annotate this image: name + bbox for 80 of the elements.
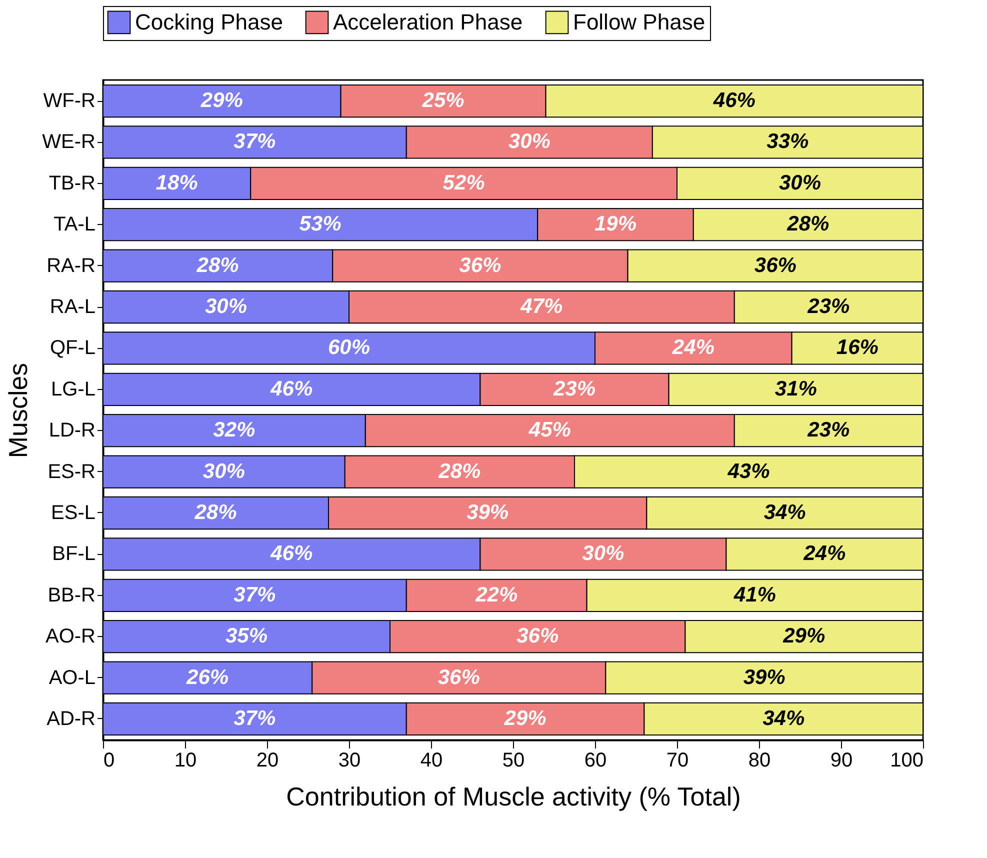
x-tick-label: 20 xyxy=(256,750,279,772)
data-label: 31% xyxy=(774,377,818,400)
data-label: 23% xyxy=(806,295,850,318)
data-label: 18% xyxy=(156,171,198,194)
x-tick-label: 10 xyxy=(174,750,197,772)
data-label: 34% xyxy=(764,500,806,524)
data-label: 30% xyxy=(202,460,246,483)
data-label: 23% xyxy=(552,377,596,400)
data-label: 60% xyxy=(328,336,370,360)
y-tick-label: ES-L xyxy=(51,502,96,524)
x-tick-label: 30 xyxy=(338,750,361,772)
data-label: 29% xyxy=(503,706,547,730)
data-label: 16% xyxy=(836,336,879,360)
y-tick-label: ES-R xyxy=(48,460,96,483)
y-tick-label: WF-R xyxy=(43,90,96,112)
data-label: 47% xyxy=(520,295,564,318)
data-label: 32% xyxy=(213,418,256,442)
data-label: 36% xyxy=(459,254,502,277)
y-tick-label: RA-L xyxy=(50,296,96,318)
data-label: 36% xyxy=(438,666,480,689)
y-tick-label: AO-L xyxy=(48,666,96,689)
data-label: 43% xyxy=(726,460,770,483)
y-tick-label: AO-R xyxy=(46,626,96,648)
x-tick-label: 70 xyxy=(666,750,689,772)
x-tick-label: 80 xyxy=(748,750,771,772)
x-tick-label: 40 xyxy=(420,750,443,772)
data-label: 41% xyxy=(732,583,776,606)
data-label: 24% xyxy=(802,542,846,566)
data-label: 46% xyxy=(712,89,756,112)
data-label: 37% xyxy=(234,130,276,154)
y-tick-label: BB-R xyxy=(48,584,96,606)
data-label: 28% xyxy=(438,460,482,483)
data-label: 52% xyxy=(442,171,486,194)
x-tick-label: 60 xyxy=(584,750,607,772)
data-label: 24% xyxy=(671,336,715,360)
data-label: 46% xyxy=(270,377,313,400)
data-label: 39% xyxy=(466,500,509,524)
data-label: 25% xyxy=(421,89,465,112)
data-label: 45% xyxy=(528,418,572,442)
data-label: 28% xyxy=(196,254,240,277)
legend-label: Cocking Phase xyxy=(135,9,283,34)
y-tick-label: QF-L xyxy=(50,337,96,360)
y-tick-label: LG-L xyxy=(51,378,96,400)
x-tick-label: 100 xyxy=(890,750,924,772)
legend-label: Follow Phase xyxy=(573,9,706,34)
data-label: 22% xyxy=(474,583,518,606)
y-tick-label: TA-L xyxy=(54,214,96,236)
data-label: 30% xyxy=(582,542,625,566)
data-label: 37% xyxy=(234,583,276,606)
data-label: 39% xyxy=(743,666,786,689)
data-label: 36% xyxy=(516,624,559,648)
data-label: 30% xyxy=(508,130,551,154)
y-tick-label: BF-L xyxy=(52,543,96,566)
data-label: 28% xyxy=(786,212,830,236)
y-tick-label: WE-R xyxy=(42,131,96,154)
data-label: 29% xyxy=(782,624,826,648)
y-axis-title: Muscles xyxy=(3,362,34,458)
legend-label: Acceleration Phase xyxy=(333,9,523,34)
data-label: 26% xyxy=(186,666,229,689)
data-label: 46% xyxy=(270,542,313,566)
x-tick-label: 90 xyxy=(830,750,853,772)
data-label: 30% xyxy=(204,295,248,318)
data-label: 36% xyxy=(754,254,797,277)
y-tick-label: TB-R xyxy=(48,172,96,194)
data-label: 35% xyxy=(225,624,268,648)
data-label: 37% xyxy=(234,706,276,730)
x-axis-title: Contribution of Muscle activity (% Total) xyxy=(286,782,741,812)
data-label: 23% xyxy=(806,418,850,442)
data-label: 30% xyxy=(778,171,822,194)
data-label: 28% xyxy=(194,500,238,524)
x-tick-label: 0 xyxy=(104,750,115,772)
data-label: 29% xyxy=(200,89,244,112)
data-label: 33% xyxy=(766,130,810,154)
y-tick-label: LD-R xyxy=(48,420,96,442)
data-label: 19% xyxy=(594,212,637,236)
data-label: 53% xyxy=(299,212,342,236)
data-label: 34% xyxy=(762,706,805,730)
y-tick-label: RA-R xyxy=(46,254,96,277)
y-tick-label: AD-R xyxy=(46,708,96,730)
x-tick-label: 50 xyxy=(502,750,525,772)
